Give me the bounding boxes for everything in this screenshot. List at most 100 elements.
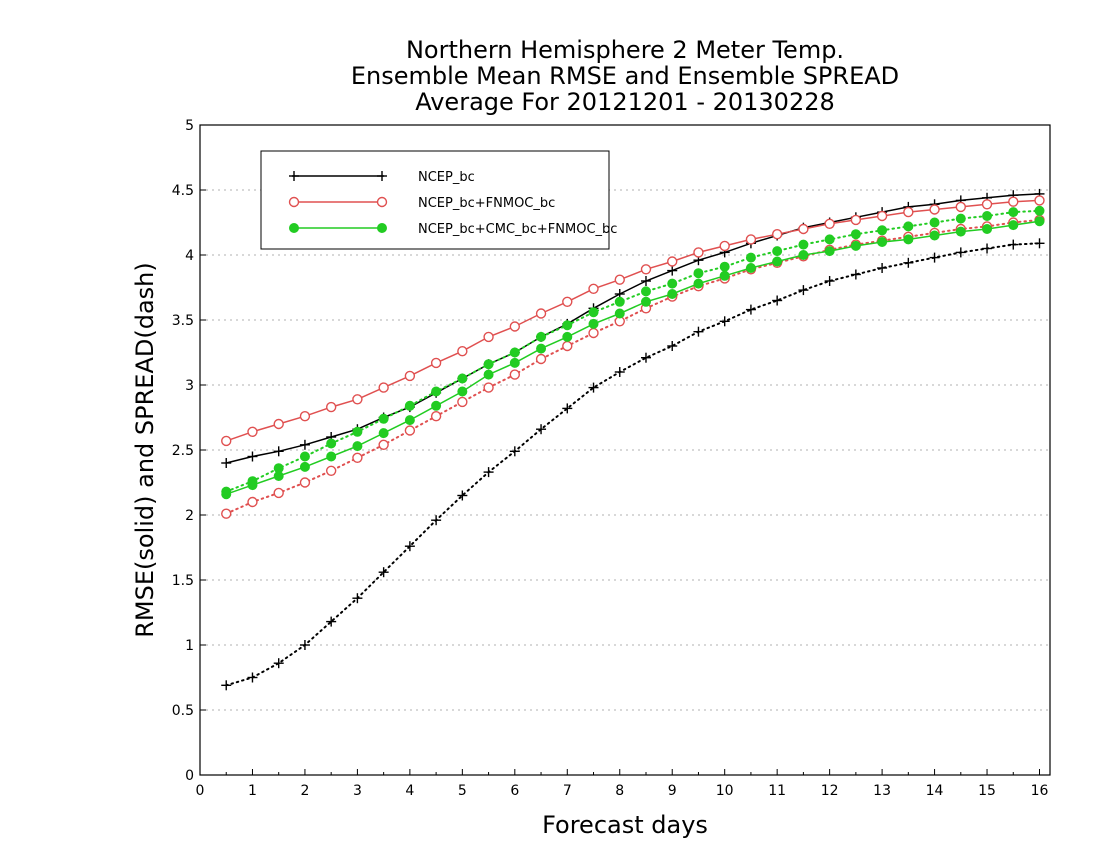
data-point [404,400,415,411]
data-point [1034,238,1045,249]
data-point [667,278,678,289]
data-point [877,225,888,236]
legend-label: NCEP_bc+FNMOC_bc [418,196,555,211]
data-point [509,347,520,358]
data-point [483,382,494,393]
data-point [326,616,337,627]
data-point [404,541,415,552]
data-point [536,424,547,435]
data-point [535,353,547,365]
legend: NCEP_bc NCEP_bc+FNMOC_bc NCEP_bc+CMC_bc+FN… [260,150,617,250]
x-tick-label: 4 [405,783,414,799]
data-point [1034,216,1045,227]
x-tick-label: 2 [300,783,309,799]
data-point [929,230,940,241]
data-point [247,426,258,437]
series-line [226,193,1040,464]
data-point [981,199,993,210]
data-point [903,234,914,245]
data-point [299,477,311,488]
data-point [719,316,730,327]
y-tick-label: 3.5 [172,313,194,329]
data-point [404,370,416,382]
data-point [299,411,311,422]
data-point [457,373,468,384]
data-point [273,658,284,669]
data-point [1008,239,1019,250]
title-line-2: Ensemble Mean RMSE and Ensemble SPREAD [351,62,899,90]
data-point [850,229,861,240]
series-4-rmse [221,216,1045,500]
data-point [745,304,756,315]
data-point [1034,205,1045,216]
legend-entry: NCEP_bc+FNMOC_bc [288,196,555,211]
data-point [483,331,494,343]
series-line [225,242,1041,687]
legend-entry: NCEP_bc+CMC_bc+FNMOC_bc [289,222,617,237]
data-point [667,256,678,267]
data-point [772,256,783,267]
data-point [877,263,888,273]
data-point [509,369,521,380]
data-point [955,226,966,237]
legend-entry: NCEP_bc [289,170,475,185]
legend-marker [288,196,300,208]
data-point [614,296,625,307]
data-point [404,425,416,436]
data-point [693,326,704,337]
data-point [667,289,678,299]
legend-box [260,150,610,250]
data-point [378,439,389,450]
data-point [903,257,914,268]
data-point [1008,220,1019,231]
data-point [483,359,494,370]
data-point [562,331,573,342]
data-point [719,261,730,272]
data-point [798,250,809,260]
data-point [640,276,651,286]
data-point [982,224,993,234]
series-2-rmse [221,195,1045,447]
x-tick-label: 13 [873,783,891,799]
data-point [536,343,547,354]
data-point [929,252,940,263]
data-point [483,369,494,380]
data-point [273,418,284,430]
x-tick-label: 16 [1031,783,1049,799]
data-point [588,318,599,329]
data-point [850,269,861,280]
data-point [588,382,599,393]
data-point [824,246,835,257]
y-tick-label: 2 [185,508,194,524]
data-point [772,295,783,306]
data-point [588,307,599,318]
data-point [562,320,573,331]
series-layer [221,188,1045,691]
data-point [221,435,232,447]
data-point [693,278,704,289]
series-3-spread [221,214,1045,519]
legend-marker [376,196,388,208]
data-point [221,508,232,519]
data-point [326,451,337,462]
x-tick-label: 11 [768,783,786,799]
data-point [640,296,651,307]
y-axis-label: RMSE(solid) and SPREAD(dash) [131,262,159,638]
data-point [325,401,337,413]
data-point [955,201,967,213]
series-1-spread [221,238,1045,691]
data-point [929,204,940,215]
grid [200,189,1050,711]
data-point [614,308,625,319]
data-point [824,234,835,245]
data-point [824,276,835,286]
data-point [771,228,783,240]
data-point [535,308,547,319]
series-5-spread [221,205,1045,497]
y-tick-label: 0 [185,768,194,784]
data-point [509,357,520,368]
x-tick-label: 9 [668,783,677,799]
legend-marker [289,171,299,181]
y-tick-label: 1 [185,638,194,654]
